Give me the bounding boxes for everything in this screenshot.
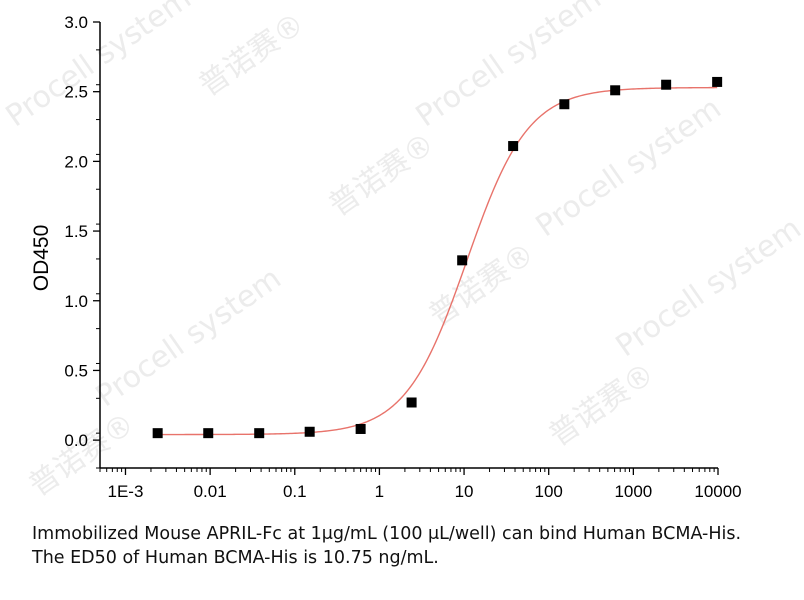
data-point [457,255,468,266]
data-point [661,79,672,90]
data-point [712,76,723,87]
caption-line-1: Immobilized Mouse APRIL-Fc at 1μg/mL (10… [32,524,742,544]
x-tick-label: 10000 [694,482,741,501]
data-points [152,76,723,439]
data-point [355,423,366,434]
axes: 1E-3 0.01 0.1 1 10 100 1000 10000 0.0 0.5 1.0 1.5 2.… [64,13,741,501]
y-tick-label: 3.0 [64,13,88,32]
caption-line-2: The ED50 of Human BCMA-His is 10.75 ng/m… [32,548,439,568]
data-point [152,428,163,439]
y-tick-label: 1.5 [64,222,88,241]
data-point [610,85,621,96]
y-tick-label: 2.0 [64,152,88,171]
data-point [203,428,214,439]
data-point [406,397,417,408]
fit-curve-group [157,86,718,436]
y-tick-label: 0.5 [64,361,88,380]
y-tick-label: 0.0 [64,431,88,450]
data-point [304,426,315,437]
y-tick-label: 2.5 [64,83,88,102]
x-tick-label: 10 [455,482,474,501]
chart: 1E-3 0.01 0.1 1 10 100 1000 10000 0.0 0.5 1.0 1.5 2.… [30,13,742,501]
x-tick-label: 1 [375,482,384,501]
x-tick-label: 1000 [614,482,652,501]
x-tick-label: 0.1 [283,482,307,501]
fit-curve [157,86,718,436]
data-point [254,428,265,439]
x-tick-label: 1E-3 [108,482,144,501]
y-axis-label: OD450 [30,225,53,292]
data-point [559,99,570,110]
y-tick-label: 1.0 [64,292,88,311]
x-tick-label: 100 [535,482,563,501]
x-tick-label: 0.01 [194,482,227,501]
data-point [508,141,519,152]
